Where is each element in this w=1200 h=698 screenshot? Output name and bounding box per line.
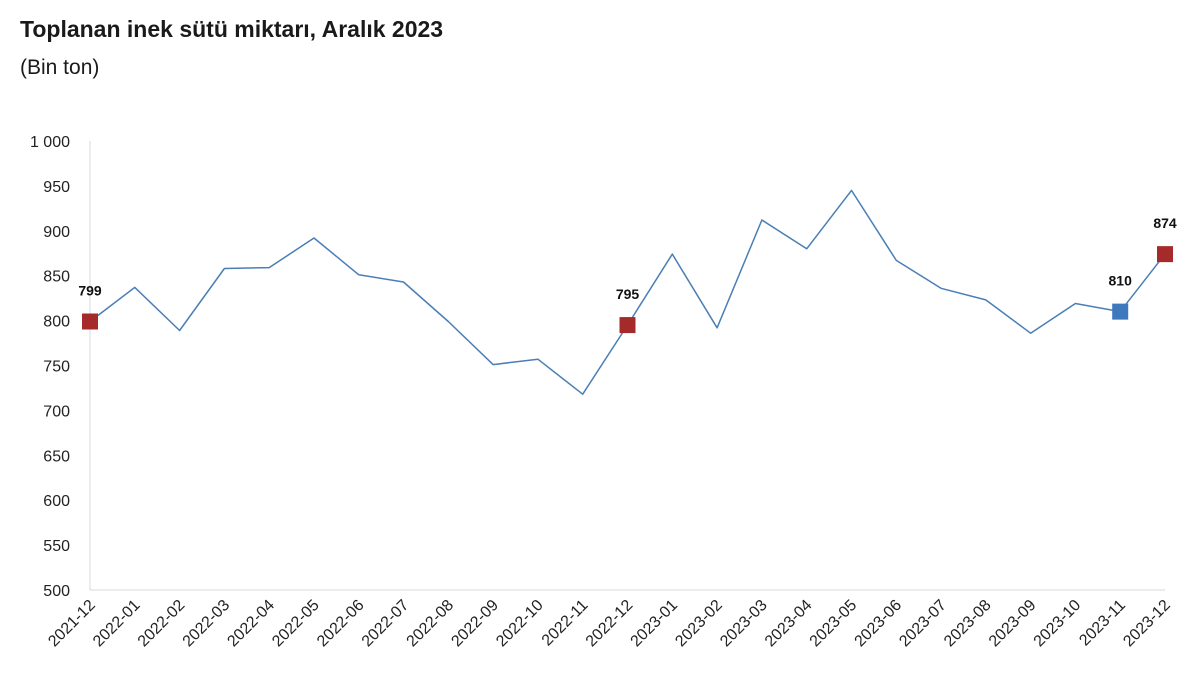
x-tick-label: 2023-02 (672, 597, 726, 651)
x-tick-label: 2023-04 (762, 597, 816, 651)
x-tick-label: 2022-11 (539, 597, 592, 650)
y-tick-label: 950 (43, 179, 70, 196)
data-label: 795 (616, 286, 640, 302)
y-tick-label: 1 000 (30, 134, 70, 151)
x-tick-label: 2023-08 (941, 597, 995, 651)
y-tick-label: 600 (43, 493, 70, 510)
x-tick-label: 2023-10 (1031, 597, 1085, 651)
x-tick-label: 2022-10 (493, 597, 547, 651)
x-tick-label: 2022-05 (269, 597, 323, 651)
y-axis: 500 550 600 650 700 750 800 850 900 950 1 000 (30, 134, 91, 600)
data-point-marker (1112, 303, 1129, 320)
chart-subtitle: (Bin ton) (20, 56, 100, 79)
x-tick-label: 2023-01 (628, 597, 682, 651)
data-point-marker (1157, 246, 1173, 263)
y-tick-label: 550 (43, 538, 70, 555)
y-tick-label: 700 (43, 403, 70, 420)
y-tick-label: 800 (43, 314, 70, 331)
x-tick-label: 2022-12 (583, 597, 637, 651)
x-tick-label: 2022-06 (314, 597, 368, 651)
x-tick-label: 2022-04 (224, 597, 278, 651)
x-tick-label: 2022-08 (404, 597, 458, 651)
y-tick-label: 750 (43, 359, 70, 376)
x-tick-label: 2023-06 (852, 597, 906, 651)
x-tick-label: 2022-09 (448, 597, 502, 651)
x-tick-label: 2023-12 (1120, 597, 1174, 651)
plot-area: 799 795 810 874 (78, 189, 1177, 395)
x-tick-label: 2022-07 (359, 597, 413, 651)
y-tick-label: 900 (43, 224, 70, 241)
x-tick-label: 2022-01 (90, 597, 144, 651)
x-axis: 2021-122022-012022-022022-032022-042022-… (45, 589, 1174, 651)
x-tick-label: 2022-03 (180, 597, 234, 651)
x-tick-label: 2022-02 (135, 597, 189, 651)
x-tick-label: 2023-11 (1076, 597, 1129, 650)
chart-title: Toplanan inek sütü miktarı, Aralık 2023 (20, 16, 444, 42)
data-label: 874 (1153, 215, 1177, 231)
data-label: 810 (1109, 273, 1133, 289)
y-tick-label: 850 (43, 269, 70, 286)
data-label: 799 (78, 282, 102, 298)
x-tick-label: 2023-07 (896, 597, 950, 651)
data-point-marker (82, 313, 98, 330)
y-tick-label: 500 (43, 583, 70, 600)
data-point-marker (619, 317, 636, 334)
x-tick-label: 2021-12 (45, 597, 99, 651)
x-tick-label: 2023-03 (717, 597, 771, 651)
x-tick-label: 2023-09 (986, 597, 1040, 651)
x-tick-label: 2023-05 (807, 597, 861, 651)
y-tick-label: 650 (43, 448, 70, 465)
